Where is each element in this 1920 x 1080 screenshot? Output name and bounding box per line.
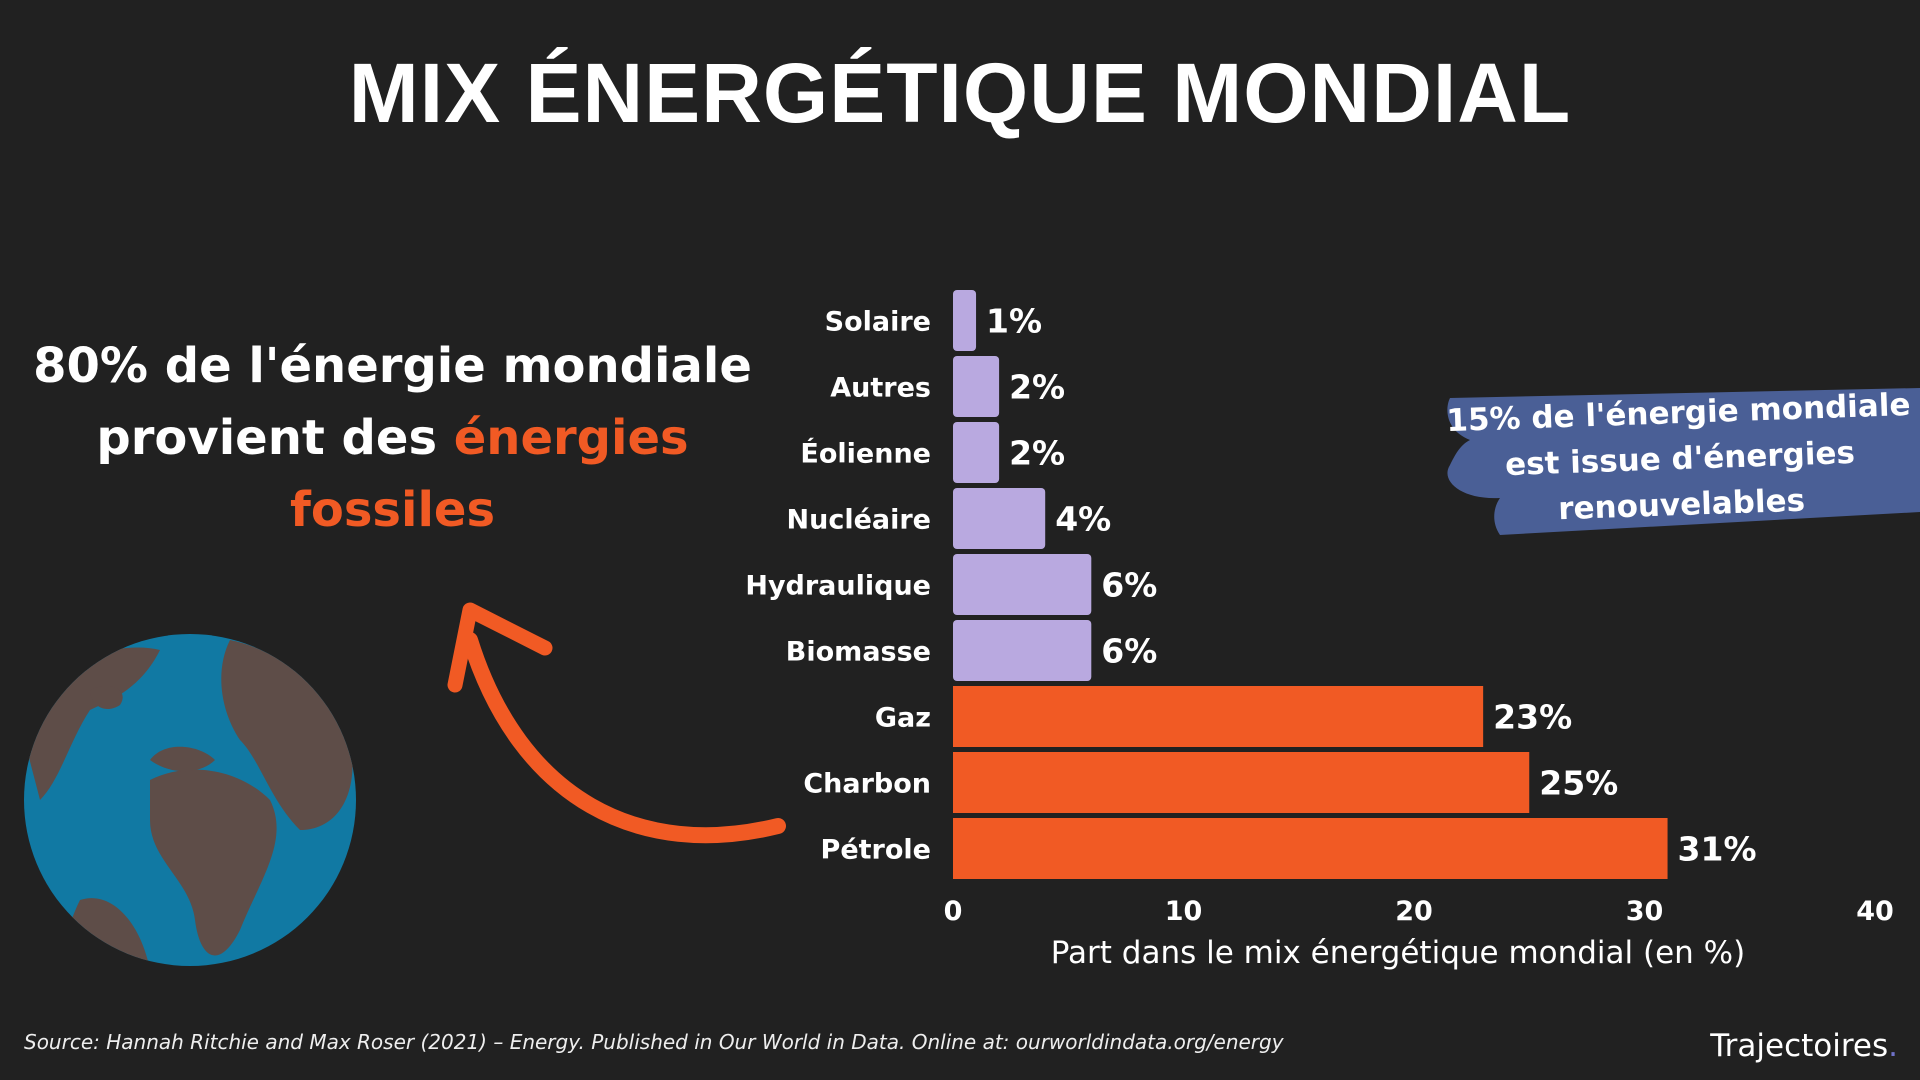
brand-logo: Trajectoires.	[1710, 1028, 1898, 1064]
headline-text: 80% de l'énergie mondiale provient des	[33, 338, 752, 466]
x-tick-label: 10	[1165, 896, 1203, 927]
logo-dot: .	[1888, 1028, 1898, 1064]
bar-autres	[953, 356, 1000, 417]
category-label: Biomasse	[786, 637, 931, 668]
category-label: Nucléaire	[787, 505, 932, 536]
bar-solaire	[953, 290, 977, 351]
bar-biomasse	[953, 620, 1092, 681]
x-axis-label: Part dans le mix énergétique mondial (en…	[1051, 935, 1745, 971]
bar-hydraulique	[953, 554, 1092, 615]
x-tick-label: 20	[1395, 896, 1433, 927]
category-label: Gaz	[875, 703, 931, 734]
data-label: 6%	[1101, 632, 1157, 671]
page-title: MIX ÉNERGÉTIQUE MONDIAL	[348, 46, 1572, 140]
data-label: 31%	[1678, 830, 1757, 869]
x-tick-label: 30	[1626, 896, 1664, 927]
data-label: 6%	[1101, 566, 1157, 605]
globe-icon	[24, 634, 356, 966]
bar-charbon	[953, 752, 1530, 813]
data-label: 4%	[1055, 500, 1111, 539]
curved-arrow-icon	[447, 602, 786, 844]
category-label: Éolienne	[800, 438, 931, 470]
fossil-headline: 80% de l'énergie mondiale provient des é…	[20, 330, 765, 546]
category-label: Pétrole	[821, 835, 931, 866]
callout-text: 15% de l'énergie mondiale est issue d'én…	[1438, 382, 1920, 537]
data-label: 25%	[1539, 764, 1618, 803]
x-tick-label: 40	[1856, 896, 1894, 927]
data-label: 23%	[1493, 698, 1572, 737]
renewables-callout	[1447, 388, 1920, 535]
logo-text: Trajectoires	[1710, 1028, 1889, 1064]
category-label: Autres	[830, 373, 931, 404]
bar-nucléaire	[953, 488, 1046, 549]
bar-pétrole	[953, 818, 1668, 879]
category-label: Solaire	[825, 307, 931, 338]
bar-éolienne	[953, 422, 1000, 483]
headline-highlight: énergies fossiles	[289, 410, 689, 538]
bar-gaz	[953, 686, 1484, 747]
category-label: Charbon	[803, 769, 931, 800]
data-label: 2%	[1009, 434, 1065, 473]
source-citation: Source: Hannah Ritchie and Max Roser (20…	[24, 1030, 1284, 1054]
category-label: Hydraulique	[745, 571, 931, 602]
x-tick-label: 0	[944, 896, 963, 927]
data-label: 1%	[986, 302, 1042, 341]
data-label: 2%	[1009, 368, 1065, 407]
